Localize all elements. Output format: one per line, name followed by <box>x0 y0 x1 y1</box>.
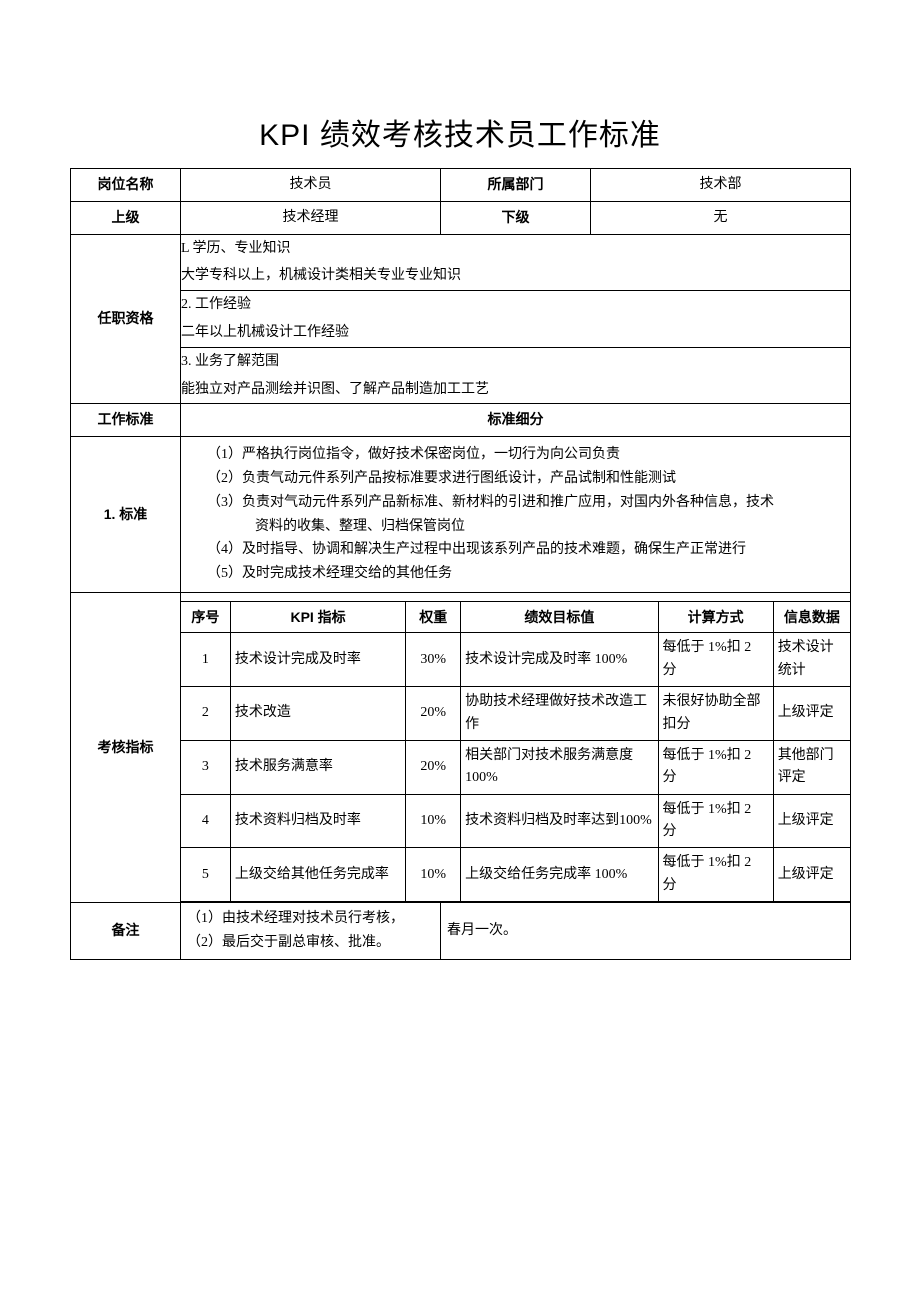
kpi-label: 考核指标 <box>71 592 181 902</box>
kpi-weight: 20% <box>406 740 461 794</box>
kpi-no: 3 <box>181 740 230 794</box>
kpi-data: 其他部门评定 <box>773 740 850 794</box>
kpi-row: 2 技术改造 20% 协助技术经理做好技术改造工作 未很好协助全部扣分 上级评定 <box>181 687 850 741</box>
kpi-header-row: 序号 KPI 指标 权重 绩效目标值 计算方式 信息数据 <box>181 601 850 632</box>
kpi-calc: 每低于 1%扣 2 分 <box>658 794 773 848</box>
notes-line: （2）最后交于副总审核、批准。 <box>187 931 434 955</box>
kpi-weight: 30% <box>406 633 461 687</box>
std-item: （2）负责气动元件系列产品按标准要求进行图纸设计，产品试制和性能测试 <box>207 467 834 491</box>
std-item: （1）严格执行岗位指令，做好技术保密岗位，一切行为向公司负责 <box>207 443 834 467</box>
kpi-no: 4 <box>181 794 230 848</box>
kpi-data: 上级评定 <box>773 848 850 902</box>
std-item: （4）及时指导、协调和解决生产过程中出现该系列产品的技术难题，确保生产正常进行 <box>207 538 834 562</box>
std-item: 资料的收集、整理、归档保管岗位 <box>207 515 834 539</box>
dept-value: 技术部 <box>591 169 851 202</box>
notes-left: （1）由技术经理对技术员行考核， （2）最后交于副总审核、批准。 <box>181 903 441 960</box>
kpi-weight: 10% <box>406 794 461 848</box>
qual-line: 二年以上机械设计工作经验 <box>181 319 850 348</box>
kpi-target: 协助技术经理做好技术改造工作 <box>461 687 658 741</box>
standards-label: 1. 标准 <box>71 437 181 593</box>
notes-right: 春月一次。 <box>441 903 851 960</box>
kpi-weight: 10% <box>406 848 461 902</box>
kpi-data: 上级评定 <box>773 794 850 848</box>
kpi-cell: 序号 KPI 指标 权重 绩效目标值 计算方式 信息数据 1 技术设计完成及时率… <box>181 592 851 902</box>
qualification-label: 任职资格 <box>71 234 181 404</box>
kpi-col-indicator: KPI 指标 <box>230 601 405 632</box>
table-row: 上级 技术经理 下级 无 <box>71 201 851 234</box>
kpi-col-weight: 权重 <box>406 601 461 632</box>
workstd-detail-label: 标准细分 <box>181 404 851 437</box>
position-value: 技术员 <box>181 169 441 202</box>
kpi-weight: 20% <box>406 687 461 741</box>
position-label: 岗位名称 <box>71 169 181 202</box>
notes-line: （1）由技术经理对技术员行考核， <box>187 907 434 931</box>
qual-line: 3. 业务了解范围 <box>181 348 850 376</box>
kpi-calc: 未很好协助全部扣分 <box>658 687 773 741</box>
kpi-target: 技术资料归档及时率达到100% <box>461 794 658 848</box>
kpi-indicator: 上级交给其他任务完成率 <box>230 848 405 902</box>
standards-cell: （1）严格执行岗位指令，做好技术保密岗位，一切行为向公司负责 （2）负责气动元件… <box>181 437 851 593</box>
kpi-row: 3 技术服务满意率 20% 相关部门对技术服务满意度100% 每低于 1%扣 2… <box>181 740 850 794</box>
kpi-row: 5 上级交给其他任务完成率 10% 上级交给任务完成率 100% 每低于 1%扣… <box>181 848 850 902</box>
kpi-col-data: 信息数据 <box>773 601 850 632</box>
table-row: 1. 标准 （1）严格执行岗位指令，做好技术保密岗位，一切行为向公司负责 （2）… <box>71 437 851 593</box>
qual-line: 2. 工作经验 <box>181 291 850 319</box>
kpi-no: 5 <box>181 848 230 902</box>
kpi-target: 相关部门对技术服务满意度100% <box>461 740 658 794</box>
kpi-row: 4 技术资料归档及时率 10% 技术资料归档及时率达到100% 每低于 1%扣 … <box>181 794 850 848</box>
kpi-target: 技术设计完成及时率 100% <box>461 633 658 687</box>
main-table: 岗位名称 技术员 所属部门 技术部 上级 技术经理 下级 无 任职资格 L 学历… <box>70 168 851 960</box>
kpi-col-no: 序号 <box>181 601 230 632</box>
dept-label: 所属部门 <box>441 169 591 202</box>
kpi-indicator: 技术服务满意率 <box>230 740 405 794</box>
kpi-data: 技术设计统计 <box>773 633 850 687</box>
table-row: 任职资格 L 学历、专业知识 大学专科以上，机械设计类相关专业专业知识 2. 工… <box>71 234 851 404</box>
kpi-no: 2 <box>181 687 230 741</box>
kpi-indicator: 技术设计完成及时率 <box>230 633 405 687</box>
kpi-col-target: 绩效目标值 <box>461 601 658 632</box>
table-row: 工作标准 标准细分 <box>71 404 851 437</box>
qual-line: 大学专科以上，机械设计类相关专业专业知识 <box>181 262 850 291</box>
qual-line: 能独立对产品测绘并识图、了解产品制造加工工艺 <box>181 376 850 404</box>
page-title: KPI 绩效考核技术员工作标准 <box>70 110 850 154</box>
std-item: （5）及时完成技术经理交给的其他任务 <box>207 562 834 586</box>
workstd-label: 工作标准 <box>71 404 181 437</box>
kpi-calc: 每低于 1%扣 2 分 <box>658 633 773 687</box>
qual-line: L 学历、专业知识 <box>181 235 850 263</box>
kpi-col-calc: 计算方式 <box>658 601 773 632</box>
superior-label: 上级 <box>71 201 181 234</box>
subordinate-value: 无 <box>591 201 851 234</box>
kpi-no: 1 <box>181 633 230 687</box>
superior-value: 技术经理 <box>181 201 441 234</box>
kpi-data: 上级评定 <box>773 687 850 741</box>
std-item: （3）负责对气动元件系列产品新标准、新材料的引进和推广应用，对国内外各种信息，技… <box>207 491 834 515</box>
kpi-calc: 每低于 1%扣 2 分 <box>658 740 773 794</box>
table-row: 考核指标 序号 KPI 指标 权重 绩效目标值 计算方式 信息数据 <box>71 592 851 902</box>
kpi-indicator: 技术改造 <box>230 687 405 741</box>
notes-label: 备注 <box>71 903 181 960</box>
kpi-target: 上级交给任务完成率 100% <box>461 848 658 902</box>
qualification-cell: L 学历、专业知识 大学专科以上，机械设计类相关专业专业知识 2. 工作经验 二… <box>181 234 851 404</box>
table-row: 备注 （1）由技术经理对技术员行考核， （2）最后交于副总审核、批准。 春月一次… <box>71 903 851 960</box>
subordinate-label: 下级 <box>441 201 591 234</box>
kpi-indicator: 技术资料归档及时率 <box>230 794 405 848</box>
kpi-calc: 每低于 1%扣 2 分 <box>658 848 773 902</box>
kpi-table: 序号 KPI 指标 权重 绩效目标值 计算方式 信息数据 1 技术设计完成及时率… <box>181 601 850 902</box>
table-row: 岗位名称 技术员 所属部门 技术部 <box>71 169 851 202</box>
kpi-row: 1 技术设计完成及时率 30% 技术设计完成及时率 100% 每低于 1%扣 2… <box>181 633 850 687</box>
